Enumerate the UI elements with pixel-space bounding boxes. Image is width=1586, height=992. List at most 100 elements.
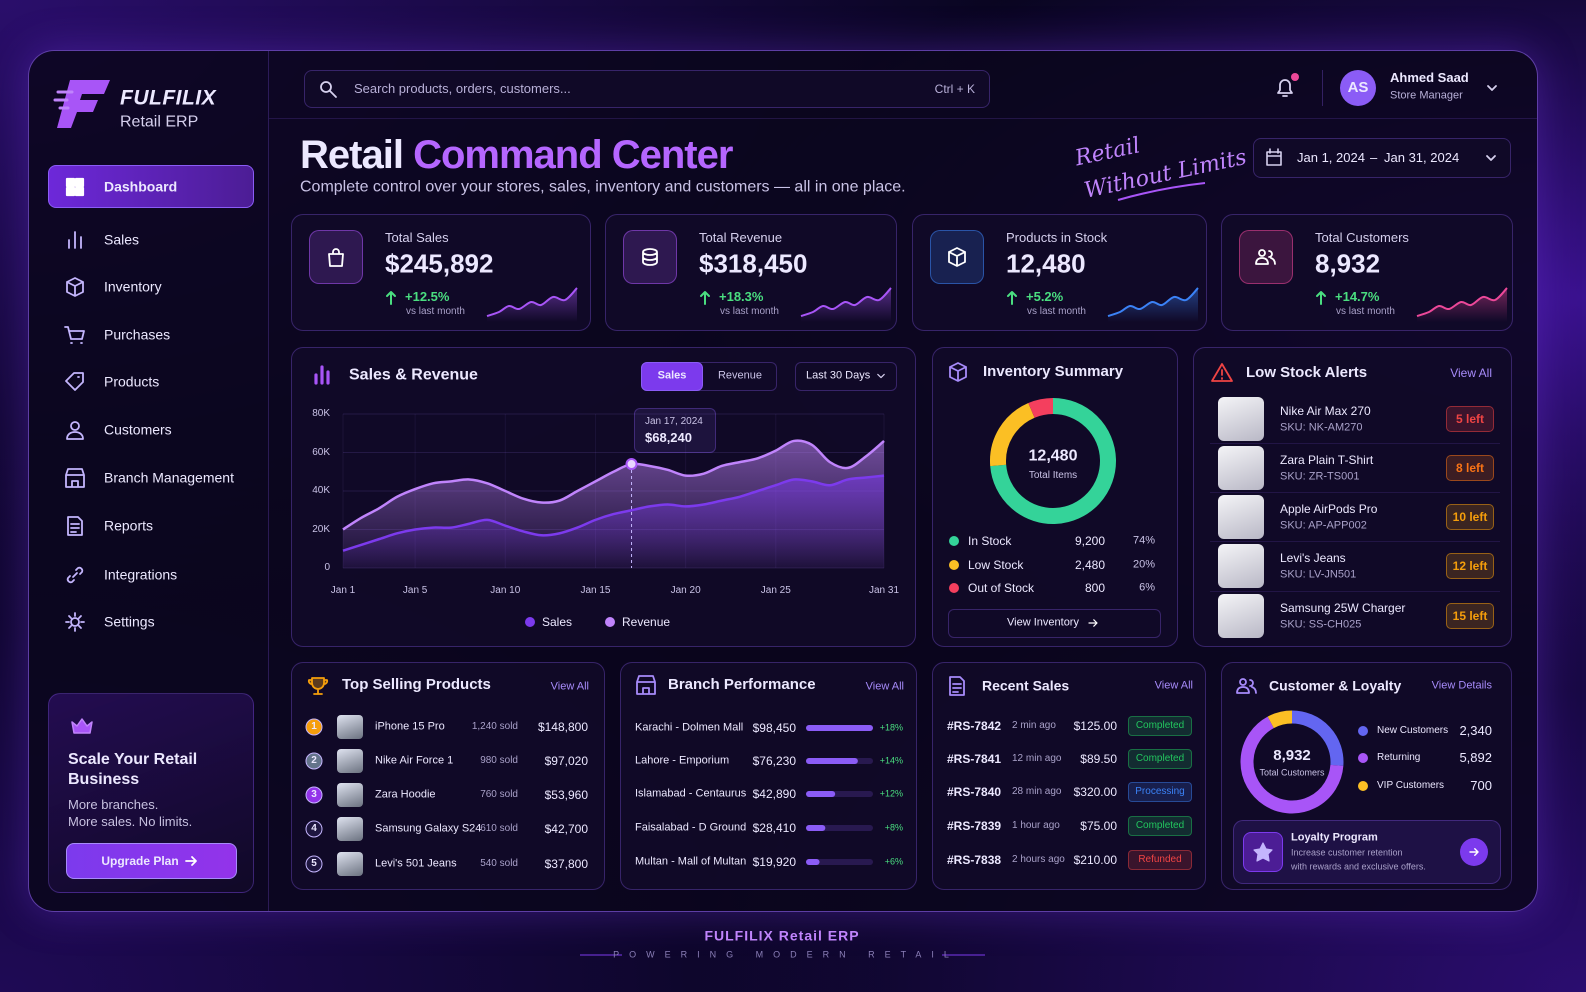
avatar-initials: AS — [1347, 79, 1369, 96]
panel-title: Customer & Loyalty — [1269, 677, 1402, 694]
search-bar[interactable] — [304, 70, 990, 108]
sidebar-divider — [268, 51, 269, 911]
inventory-count: 2,480 — [1074, 557, 1105, 572]
product-thumbnail — [1218, 495, 1264, 539]
product-revenue: $42,700 — [544, 821, 588, 836]
status-label: Processing — [1135, 786, 1185, 797]
nav-item[interactable]: Integrations — [104, 566, 178, 583]
nav-item[interactable]: Inventory — [104, 278, 162, 295]
product-name: Samsung 25W Charger — [1280, 600, 1406, 615]
nav-item[interactable]: Sales — [104, 231, 140, 248]
kpi-note: vs last month — [1027, 306, 1086, 317]
branch-name: Lahore - Emporium — [635, 754, 730, 767]
toggle-option[interactable]: Sales — [657, 369, 687, 382]
y-tick-label: 60K — [312, 446, 330, 458]
inventory-label: In Stock — [968, 533, 1012, 548]
product-name: Levi's Jeans — [1280, 550, 1346, 565]
kpi-label: Total Revenue — [699, 230, 783, 246]
promo-title: Scale Your Retail Business — [68, 751, 198, 788]
upgrade-button-label[interactable]: Upgrade Plan — [101, 853, 179, 868]
nav-item[interactable]: Customers — [104, 421, 172, 438]
nav-item[interactable]: Dashboard — [104, 178, 178, 195]
donut-total-label: Total Customers — [1259, 767, 1325, 778]
toggle-option[interactable]: Revenue — [717, 369, 763, 382]
branch-name: Multan - Mall of Multan — [635, 855, 747, 868]
view-all-link[interactable]: View All — [1154, 679, 1193, 692]
nav-item[interactable]: Settings — [104, 613, 155, 630]
footer-title: FULFILIX Retail ERP — [704, 927, 860, 944]
inventory-share: 6% — [1139, 581, 1155, 594]
footer-tagline: POWERING MODERN RETAIL — [613, 949, 959, 960]
tooltip-date: Jan 17, 2024 — [645, 416, 703, 427]
kpi-change: +12.5% — [405, 289, 450, 305]
legend-label: Revenue — [622, 614, 671, 629]
product-sku: SKU: AP-APP002 — [1280, 519, 1367, 532]
branch-growth: +6% — [884, 856, 903, 867]
product-thumbnail — [1218, 594, 1264, 638]
search-shortcut: Ctrl + K — [934, 81, 975, 96]
product-name: Nike Air Force 1 — [375, 754, 454, 767]
branch-revenue: $98,450 — [752, 720, 796, 735]
y-tick-label: 80K — [312, 408, 330, 419]
nav-item[interactable]: Reports — [104, 517, 154, 534]
kpi-note: vs last month — [720, 306, 779, 317]
order-time: 1 hour ago — [1012, 820, 1060, 831]
kpi-value: $245,892 — [385, 248, 494, 279]
units-sold: 540 sold — [480, 858, 518, 869]
segment-count: 2,340 — [1459, 723, 1492, 739]
status-label: Completed — [1135, 753, 1185, 764]
status-badge — [1128, 850, 1192, 870]
status-badge — [1128, 782, 1192, 802]
stock-badge — [1446, 553, 1494, 579]
x-tick-label: Jan 20 — [670, 585, 701, 596]
nav-item[interactable]: Branch Management — [104, 469, 234, 486]
donut-total-label: Total Items — [1028, 470, 1078, 481]
header-divider — [269, 118, 1537, 119]
order-amount: $89.50 — [1080, 751, 1117, 766]
nav-item[interactable]: Purchases — [104, 326, 171, 343]
order-id: #RS-7838 — [947, 852, 1002, 867]
donut-total: 8,932 — [1273, 747, 1311, 764]
stock-badge — [1446, 504, 1494, 530]
stock-badge — [1446, 406, 1494, 432]
view-all-link[interactable]: View All — [550, 680, 589, 693]
view-inventory-button[interactable] — [948, 609, 1161, 638]
promo-text: More sales. No limits. — [68, 814, 193, 830]
kpi-change: +14.7% — [1335, 289, 1380, 305]
branch-growth: +18% — [879, 722, 903, 733]
product-name: Apple AirPods Pro — [1280, 501, 1378, 516]
product-name: Levi's 501 Jeans — [375, 857, 457, 870]
view-details-link[interactable]: View Details — [1431, 679, 1492, 692]
status-label: Refunded — [1138, 854, 1182, 865]
brand-name: FULFILIX — [120, 86, 217, 110]
order-id: #RS-7840 — [947, 784, 1002, 799]
user-name: Ahmed Saad — [1390, 70, 1469, 86]
units-sold: 980 sold — [480, 755, 518, 766]
kpi-value: $318,450 — [699, 248, 808, 279]
branch-growth: +14% — [879, 755, 903, 766]
order-amount: $320.00 — [1073, 784, 1117, 799]
date-picker[interactable] — [1253, 138, 1511, 178]
period-label: Last 30 Days — [806, 369, 871, 382]
order-id: #RS-7841 — [947, 751, 1002, 766]
inventory-count: 800 — [1084, 580, 1105, 595]
status-badge — [1128, 816, 1192, 836]
product-sku: SKU: LV-JN501 — [1280, 568, 1357, 581]
branch-name: Karachi - Dolmen Mall — [635, 721, 744, 734]
stock-badge-label: 12 left — [1452, 558, 1488, 573]
upgrade-button[interactable] — [66, 843, 237, 879]
nav-item[interactable]: Products — [104, 373, 160, 390]
recent-sales-panel — [932, 662, 1206, 890]
view-all-link[interactable]: View All — [865, 680, 904, 693]
page-subtitle: Complete control over your stores, sales… — [300, 178, 906, 196]
toggle-active[interactable] — [641, 362, 703, 391]
branch-revenue: $28,410 — [752, 820, 796, 835]
view-all-link[interactable]: View All — [1450, 365, 1492, 380]
loyalty-text: with rewards and exclusive offers. — [1291, 861, 1426, 872]
view-inventory-label[interactable]: View Inventory — [1007, 616, 1079, 629]
segment-name: New Customers — [1377, 725, 1449, 736]
stock-badge — [1446, 603, 1494, 629]
rank-number: 2 — [311, 755, 317, 766]
rank-number: 5 — [311, 858, 317, 869]
segment-name: VIP Customers — [1377, 780, 1445, 791]
